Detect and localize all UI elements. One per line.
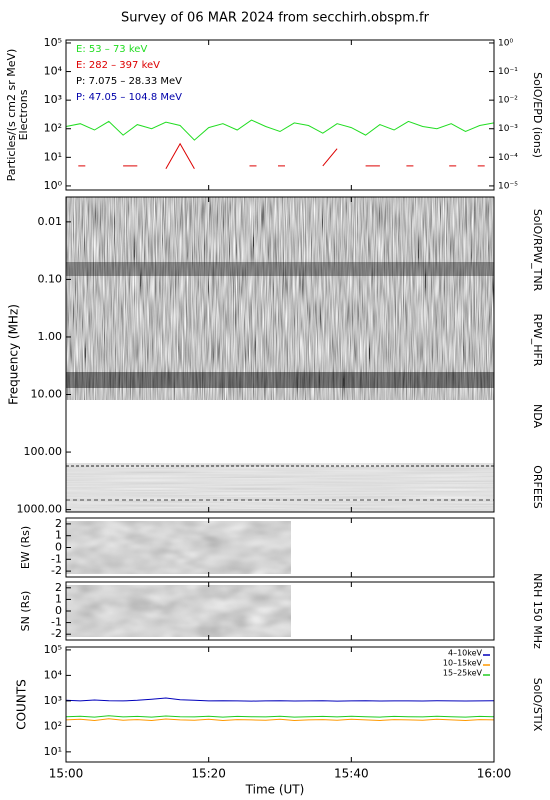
y-tick-label: 10² xyxy=(44,122,62,135)
rpw-spectrogram xyxy=(66,197,494,400)
dark-band xyxy=(66,262,494,276)
side-label: SolO/RPW_TNR xyxy=(531,209,544,292)
legend-label: P: 47.05 – 104.8 MeV xyxy=(76,92,182,103)
x-axis-label: Time (UT) xyxy=(245,783,305,797)
data-line xyxy=(65,697,495,702)
y-tick-label: 0.01 xyxy=(38,215,63,228)
panel-frame xyxy=(65,196,495,513)
data-line xyxy=(65,119,495,141)
legend-label: 4–10keV xyxy=(448,649,483,658)
y2-tick-label: 10⁻¹ xyxy=(498,67,518,77)
panel-frame xyxy=(65,39,495,191)
y-tick-label: 1 xyxy=(55,529,62,542)
side-label: RPW_HFR xyxy=(531,314,544,367)
data-line xyxy=(322,148,338,167)
side-label: NRH 150 MHz xyxy=(531,573,544,649)
y-tick-label: 10³ xyxy=(44,694,62,707)
panel-frame xyxy=(65,517,495,578)
y2-tick-label: 10⁻⁴ xyxy=(498,153,518,163)
nrh-image xyxy=(66,585,291,637)
legend-label: 15–25keV xyxy=(443,669,483,678)
y-tick-label: 2 xyxy=(55,517,62,530)
side-label: SolO/EPD (ions) xyxy=(531,72,544,158)
y-tick-label: 1 xyxy=(55,592,62,605)
orfees-spectrogram xyxy=(66,463,494,512)
y2-tick-label: 10⁻² xyxy=(498,96,518,106)
y-tick-label: 10¹ xyxy=(44,150,62,163)
y-axis-label: COUNTS xyxy=(15,679,29,730)
y-tick-label: 10⁵ xyxy=(44,643,62,656)
y-tick-label: 10³ xyxy=(44,93,62,106)
y-tick-label: 100.00 xyxy=(24,445,63,458)
y-axis-label: Frequency (MHz) xyxy=(7,304,21,405)
legend-label: E: 53 – 73 keV xyxy=(76,44,147,55)
y-tick-label: 10⁴ xyxy=(44,668,63,681)
y-axis-label: EW (Rs) xyxy=(19,526,32,569)
y-tick-label: 0 xyxy=(55,604,62,617)
y-tick-label: 10⁵ xyxy=(44,36,62,49)
side-label: SolO/STIX xyxy=(531,678,544,732)
data-line xyxy=(165,142,195,169)
y-tick-label: 2 xyxy=(55,581,62,594)
legend-label: 10–15keV xyxy=(443,659,483,668)
y-tick-label: -2 xyxy=(51,564,62,577)
nrh-image xyxy=(66,521,291,574)
dark-band xyxy=(66,372,494,388)
y-axis-label: Electrons xyxy=(17,89,30,140)
y-tick-label: 10¹ xyxy=(44,745,62,758)
y-tick-label: 10² xyxy=(44,719,62,732)
y-tick-label: 1.00 xyxy=(38,330,63,343)
side-label: NDA xyxy=(531,404,544,429)
y2-tick-label: 10⁻⁵ xyxy=(498,181,518,191)
side-label: ORFEES xyxy=(531,465,544,509)
y-tick-label: -2 xyxy=(51,627,62,640)
y-tick-label: 10.00 xyxy=(31,388,63,401)
y2-tick-label: 10⁻³ xyxy=(498,124,518,134)
y-tick-label: 10⁰ xyxy=(44,179,63,192)
data-line xyxy=(65,718,495,722)
legend-label: P: 7.075 – 28.33 MeV xyxy=(76,76,182,87)
y2-tick-label: 10⁰ xyxy=(498,38,513,48)
y-tick-label: 1000.00 xyxy=(17,503,63,516)
x-tick-label: 15:40 xyxy=(334,767,369,781)
legend-label: E: 282 – 397 keV xyxy=(76,60,160,71)
y-tick-label: 0.10 xyxy=(38,272,63,285)
panel-frame xyxy=(65,646,495,763)
y-axis-label: SN (Rs) xyxy=(19,591,32,632)
figure-title: Survey of 06 MAR 2024 from secchirh.obsp… xyxy=(121,11,430,26)
y-tick-label: -1 xyxy=(51,616,62,629)
y-tick-label: -1 xyxy=(51,552,62,565)
y-tick-label: 0 xyxy=(55,541,62,554)
y-axis-label: Particles/(s cm2 sr MeV) xyxy=(5,49,18,182)
x-tick-label: 16:00 xyxy=(477,767,512,781)
x-tick-label: 15:00 xyxy=(49,767,84,781)
y-tick-label: 10⁴ xyxy=(44,65,63,78)
panel-frame xyxy=(65,581,495,641)
data-line xyxy=(65,715,495,718)
x-tick-label: 15:20 xyxy=(191,767,226,781)
